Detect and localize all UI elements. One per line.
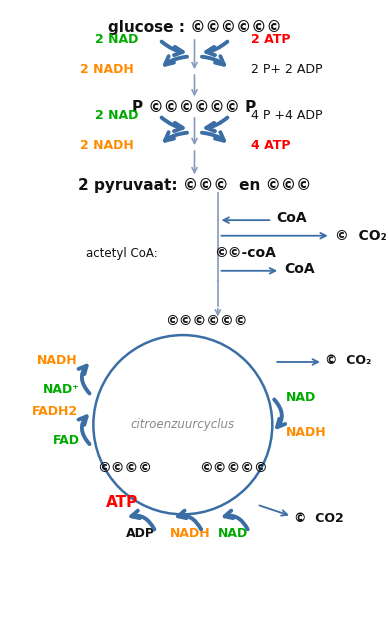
Text: NAD: NAD	[286, 391, 316, 404]
Text: NAD: NAD	[218, 527, 249, 541]
Text: 2 P+ 2 ADP: 2 P+ 2 ADP	[251, 63, 322, 76]
Text: citroenzuurcyclus: citroenzuurcyclus	[131, 418, 235, 431]
Text: NADH: NADH	[37, 354, 78, 367]
Text: ©©©©©: ©©©©©	[199, 461, 268, 475]
Text: FADH2: FADH2	[32, 404, 78, 417]
Text: ©©©©: ©©©©	[97, 461, 152, 475]
Text: 2 NAD: 2 NAD	[95, 109, 138, 122]
Text: ©  CO₂: © CO₂	[325, 353, 371, 367]
Text: P ©©©©©© P: P ©©©©©© P	[132, 100, 257, 114]
Text: ©©-coA: ©©-coA	[214, 246, 276, 260]
Text: CoA: CoA	[284, 262, 315, 276]
Text: ©  CO₂: © CO₂	[335, 229, 386, 243]
Text: 2 pyruvaat: ©©©  en ©©©: 2 pyruvaat: ©©© en ©©©	[78, 178, 311, 192]
Text: 2 NADH: 2 NADH	[81, 139, 134, 152]
Text: ADP: ADP	[126, 527, 154, 541]
Text: 2 ATP: 2 ATP	[251, 33, 291, 46]
Text: actetyl CoA:: actetyl CoA:	[86, 247, 157, 260]
Text: 2 NADH: 2 NADH	[81, 63, 134, 76]
Text: 4 ATP: 4 ATP	[251, 139, 291, 152]
Text: 4 P +4 ADP: 4 P +4 ADP	[251, 109, 322, 122]
Text: NAD⁺: NAD⁺	[43, 383, 80, 396]
Text: CoA: CoA	[276, 212, 307, 225]
Text: NADH: NADH	[170, 527, 211, 541]
Text: NADH: NADH	[286, 426, 326, 439]
Text: 2 NAD: 2 NAD	[95, 33, 138, 46]
Text: glucose : ©©©©©©: glucose : ©©©©©©	[108, 20, 281, 35]
Text: FAD: FAD	[53, 434, 80, 447]
Text: ©©©©©©: ©©©©©©	[165, 314, 247, 328]
Text: ATP: ATP	[107, 495, 138, 510]
Text: ©  CO2: © CO2	[294, 512, 343, 525]
